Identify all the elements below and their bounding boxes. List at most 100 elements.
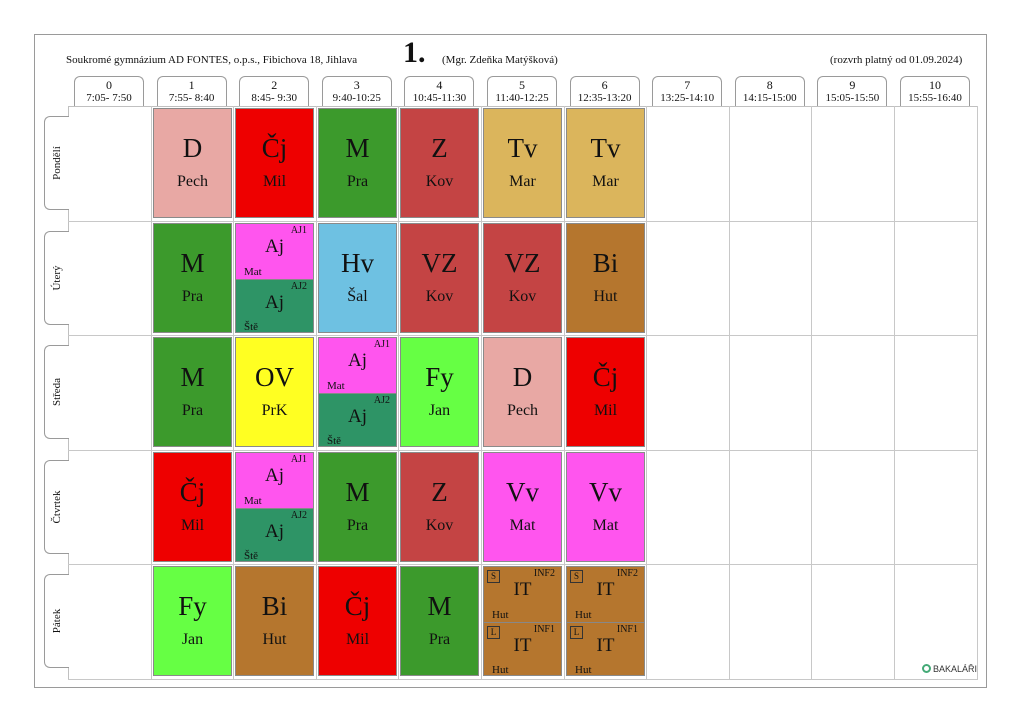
lesson-group[interactable]: L INF1 IT Hut (484, 622, 561, 675)
lesson-cell[interactable]: M Pra (400, 566, 479, 676)
lesson-group[interactable]: AJ1 Aj Mat (319, 338, 396, 393)
lesson-cell[interactable]: Fy Jan (400, 337, 479, 447)
group-label: AJ1 (290, 454, 307, 465)
subject-label: M (180, 248, 205, 278)
period-time: 10:45-11:30 (412, 92, 467, 104)
subject-label: IT (513, 635, 532, 656)
grid-line (68, 335, 977, 336)
period-header: 1 7:55- 8:40 (156, 76, 227, 106)
lesson-cell[interactable]: VZ Kov (400, 223, 479, 333)
period-number: 6 (601, 78, 608, 92)
period-number: 1 (188, 78, 195, 92)
period-time: 9:40-10:25 (332, 92, 381, 104)
teacher-label: Mar (509, 173, 536, 190)
teacher-label: Hut (593, 288, 618, 305)
period-time: 7:05- 7:50 (86, 92, 132, 104)
lesson-cell[interactable]: Bi Hut (235, 566, 314, 676)
lesson-cell[interactable]: AJ1 Aj Mat AJ2 Aj Ště (235, 223, 314, 333)
period-header: 9 15:05-15:50 (817, 76, 888, 106)
period-time: 13:25-14:10 (660, 92, 715, 104)
period-number: 0 (106, 78, 112, 92)
teacher-label: Mat (244, 266, 262, 278)
teacher-label: Pra (346, 173, 369, 190)
lesson-cell[interactable]: D Pech (153, 108, 232, 218)
lesson-cell[interactable]: M Pra (318, 452, 397, 562)
lesson-group[interactable]: S INF2 IT Hut (484, 567, 561, 622)
teacher-label: Pra (346, 517, 369, 534)
lesson-group[interactable]: AJ2 Aj Ště (236, 279, 313, 332)
grid-line (977, 106, 978, 680)
day-label: Úterý (44, 230, 69, 325)
lesson-cell[interactable]: Čj Mil (318, 566, 397, 676)
room-marker: L (487, 626, 500, 639)
lesson-cell[interactable]: Z Kov (400, 452, 479, 562)
school-name: Soukromé gymnázium AD FONTES, o.p.s., Fi… (66, 54, 358, 66)
teacher-label: Pra (428, 631, 451, 648)
teacher-label: Jan (181, 631, 204, 648)
lesson-cell[interactable]: Tv Mar (566, 108, 645, 218)
period-number: 3 (353, 78, 360, 92)
subject-label: Čj (592, 362, 619, 392)
subject-label: M (345, 477, 370, 507)
lesson-cell[interactable]: Z Kov (400, 108, 479, 218)
lesson-cell[interactable]: Čj Mil (153, 452, 232, 562)
group-label: AJ1 (373, 339, 390, 350)
lesson-cell[interactable]: OV PrK (235, 337, 314, 447)
teacher-label: Hut (575, 664, 592, 676)
period-number: 2 (271, 78, 278, 92)
lesson-group[interactable]: AJ2 Aj Ště (319, 393, 396, 446)
period-number: 10 (929, 78, 941, 92)
lesson-cell[interactable]: S INF2 IT Hut L INF1 IT Hut (566, 566, 645, 676)
period-number: 8 (766, 78, 773, 92)
lesson-cell[interactable]: Fy Jan (153, 566, 232, 676)
lesson-cell[interactable]: AJ1 Aj Mat AJ2 Aj Ště (318, 337, 397, 447)
valid-from-date: (rozvrh platný od 01.09.2024) (830, 54, 963, 66)
teacher-label: Mat (592, 517, 619, 534)
lesson-cell[interactable]: M Pra (318, 108, 397, 218)
lesson-cell[interactable]: M Pra (153, 337, 232, 447)
period-number: 9 (849, 78, 856, 92)
teacher-label: Ště (244, 550, 259, 562)
lesson-cell[interactable]: Vv Mat (483, 452, 562, 562)
lesson-cell[interactable]: Vv Mat (566, 452, 645, 562)
lesson-group[interactable]: L INF1 IT Hut (567, 622, 644, 676)
subject-label: Čj (179, 477, 206, 507)
group-label: AJ2 (290, 510, 307, 521)
subject-label: Aj (265, 236, 284, 257)
teacher-label: PrK (261, 402, 288, 419)
lesson-cell[interactable]: AJ1 Aj Mat AJ2 Aj Ště (235, 452, 314, 562)
lesson-cell[interactable]: M Pra (153, 223, 232, 333)
group-label: AJ2 (373, 395, 390, 406)
teacher-label: Kov (425, 517, 454, 534)
lesson-cell[interactable]: Čj Mil (235, 108, 314, 218)
subject-label: Fy (425, 362, 454, 392)
grid-line (233, 106, 234, 680)
teacher-label: Mil (262, 173, 287, 190)
grid-line (68, 450, 977, 451)
teacher-label: Hut (575, 609, 592, 621)
room-marker: L (570, 626, 583, 639)
lesson-cell[interactable]: Tv Mar (483, 108, 562, 218)
teacher-label: Kov (425, 173, 454, 190)
lesson-cell[interactable]: Hv Šal (318, 223, 397, 333)
teacher-label: Pra (181, 402, 204, 419)
grid-line (151, 106, 152, 680)
lesson-group[interactable]: AJ2 Aj Ště (236, 508, 313, 562)
lesson-group[interactable]: AJ1 Aj Mat (236, 453, 313, 508)
lesson-cell[interactable]: VZ Kov (483, 223, 562, 333)
lesson-cell[interactable]: D Pech (483, 337, 562, 447)
lesson-group[interactable]: S INF2 IT Hut (567, 567, 644, 622)
lesson-cell[interactable]: Čj Mil (566, 337, 645, 447)
lesson-cell[interactable]: Bi Hut (566, 223, 645, 333)
lesson-group[interactable]: AJ1 Aj Mat (236, 224, 313, 279)
room-marker: S (487, 570, 500, 583)
day-label: Středa (44, 345, 69, 440)
group-label: AJ1 (290, 225, 307, 236)
group-label: INF1 (616, 624, 638, 635)
period-number: 5 (519, 78, 525, 92)
lesson-cell[interactable]: S INF2 IT Hut L INF1 IT Hut (483, 566, 562, 676)
subject-label: Vv (589, 477, 622, 507)
room-marker: S (570, 570, 583, 583)
day-name: Úterý (51, 265, 63, 291)
teacher-label: Hut (492, 609, 509, 621)
